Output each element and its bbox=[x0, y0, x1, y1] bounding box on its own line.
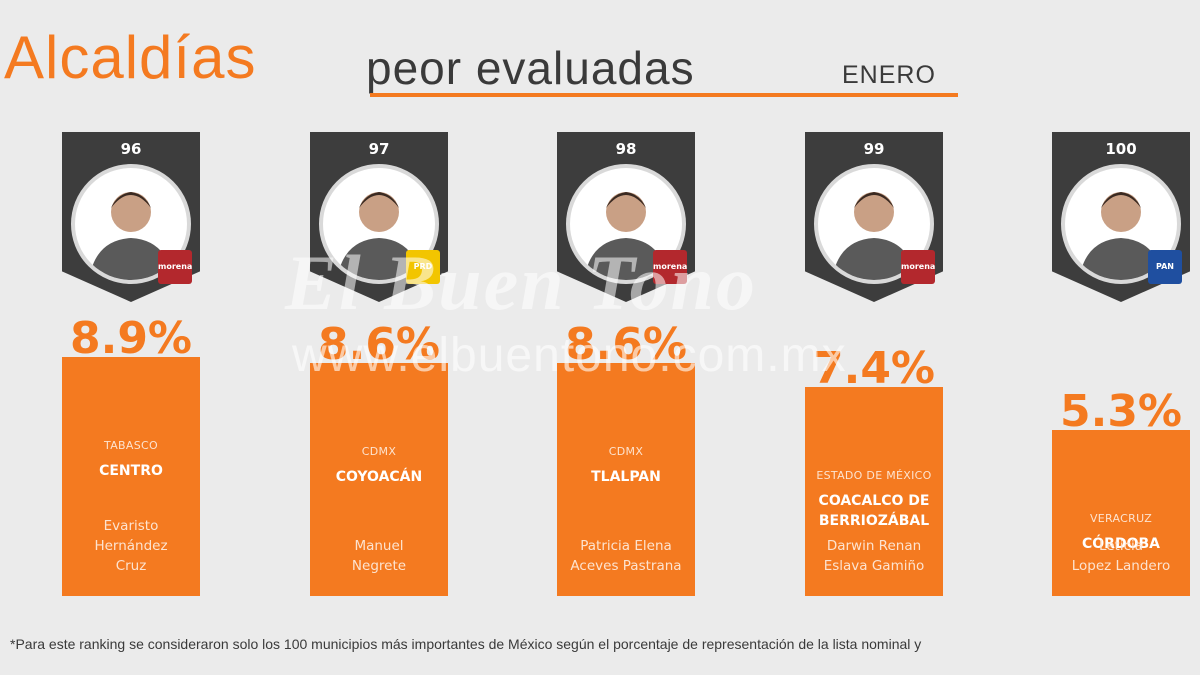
page-subtitle: peor evaluadas bbox=[366, 42, 695, 94]
mayor-name: Manuel Negrete bbox=[316, 536, 442, 576]
mayor-name-line: Aceves Pastrana bbox=[570, 558, 682, 574]
footnote: *Para este ranking se consideraron solo … bbox=[10, 636, 922, 652]
ranking-card: 8.6% 98 morena CDMX TLALPAN Patricia Elena Ace… bbox=[557, 132, 695, 596]
watermark-url: www.elbuentono.com.mx bbox=[292, 329, 847, 382]
value-label: 5.3% bbox=[1059, 386, 1183, 437]
morena-icon: morena bbox=[158, 250, 192, 284]
value-label: 8.6% bbox=[317, 319, 441, 371]
ranking-card: 8.9% 96 morena TABASCO CENTRO Evaristo Hernánd… bbox=[62, 132, 200, 596]
mayor-name-line: Lopez Landero bbox=[1071, 558, 1171, 574]
watermark-logo: El Buen Tono bbox=[285, 239, 757, 326]
bar bbox=[557, 363, 695, 596]
state-label: VERACRUZ bbox=[1089, 512, 1153, 525]
ranking-card: 8.6% 97 PRD CDMX COYOACÁN Manuel Negrete bbox=[310, 132, 448, 596]
municipality-label: CENTRO bbox=[99, 463, 163, 479]
avatar bbox=[319, 164, 439, 284]
rank-number: 98 bbox=[615, 140, 637, 158]
mayor-name-line: Manuel bbox=[354, 538, 404, 554]
mayor-name-line: Evaristo bbox=[103, 518, 159, 534]
morena-icon: morena bbox=[653, 250, 687, 284]
mayor-name-line: Negrete bbox=[351, 558, 407, 574]
mayor-name-line: Leticia bbox=[1098, 538, 1144, 554]
bar bbox=[1052, 430, 1190, 596]
bar bbox=[310, 363, 448, 596]
mayor-name-line: Patricia Elena bbox=[580, 538, 672, 554]
page-title: Alcaldías bbox=[4, 24, 257, 91]
mayor-name: Patricia Elena Aceves Pastrana bbox=[563, 536, 689, 576]
mayor-name-line: Hernández bbox=[94, 538, 168, 554]
value-label: 7.4% bbox=[812, 343, 936, 395]
value-label: 8.9% bbox=[69, 313, 193, 364]
mayor-name: Darwin Renan Eslava Gamiño bbox=[811, 536, 937, 576]
ranking-card: 7.4% 99 morena ESTADO DE MÉXICO COACALCO DE … bbox=[805, 132, 943, 596]
municipality-label: COACALCO DE BERRIOZÁBAL bbox=[818, 493, 930, 530]
bar bbox=[62, 357, 200, 596]
state-label: CDMX bbox=[608, 445, 644, 459]
rank-number: 99 bbox=[863, 140, 885, 158]
state-label: TABASCO bbox=[104, 439, 158, 452]
mayor-name-line: Darwin Renan bbox=[826, 538, 922, 554]
mayor-name: Leticia Lopez Landero bbox=[1058, 536, 1184, 576]
morena-icon: morena bbox=[901, 250, 935, 284]
municipality-label: CÓRDOBA bbox=[1082, 536, 1160, 552]
rank-number: 97 bbox=[368, 140, 390, 158]
title-underline bbox=[370, 93, 958, 97]
mayor-name-line: Eslava Gamiño bbox=[823, 558, 925, 574]
ranking-card: 5.3% 100 PAN VERACRUZ CÓRDOBA Leticia Lopez La… bbox=[1052, 132, 1190, 596]
prd-icon: PRD bbox=[406, 250, 440, 284]
state-label: ESTADO DE MÉXICO bbox=[816, 469, 932, 483]
rank-number: 96 bbox=[120, 140, 142, 158]
rank-number: 100 bbox=[1105, 140, 1137, 158]
mayor-name: Evaristo Hernández Cruz bbox=[68, 516, 194, 576]
value-label: 8.6% bbox=[564, 319, 688, 371]
state-label: CDMX bbox=[361, 445, 397, 459]
municipality-label: COYOACÁN bbox=[335, 469, 423, 486]
bar bbox=[805, 387, 943, 596]
title-month: ENERO bbox=[842, 61, 936, 89]
municipality-label: TLALPAN bbox=[591, 469, 661, 486]
mayor-name-line: Cruz bbox=[115, 558, 147, 574]
pan-icon: PAN bbox=[1148, 250, 1182, 284]
